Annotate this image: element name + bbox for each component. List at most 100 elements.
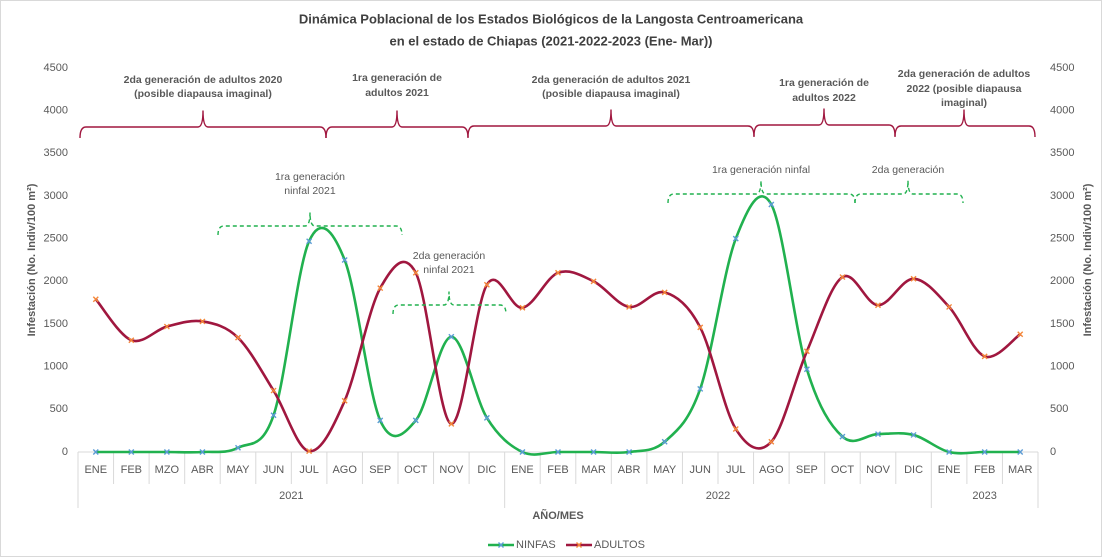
- marker: [448, 333, 455, 340]
- y-tick-label: 4000: [44, 105, 68, 117]
- y2-tick-label: 4000: [1050, 105, 1074, 117]
- marker: [235, 334, 241, 341]
- marker: [92, 296, 99, 303]
- marker: [1017, 331, 1024, 338]
- marker: [697, 324, 704, 331]
- annotation-text: (posible diapausa imaginal): [134, 88, 272, 100]
- annotation-bracket: [79, 110, 327, 139]
- x-tick-label: DIC: [904, 464, 923, 476]
- marker: [555, 449, 561, 455]
- marker: [803, 366, 810, 373]
- marker: [163, 323, 170, 330]
- legend-label: NINFAS: [516, 539, 556, 551]
- marker: [910, 431, 917, 438]
- marker: [377, 285, 384, 292]
- annotation-bracket: [467, 109, 755, 138]
- x-tick-label: FEB: [547, 464, 568, 476]
- x-tick-label: SEP: [796, 464, 818, 476]
- marker: [590, 449, 597, 455]
- marker: [555, 269, 561, 276]
- x-tick-label: MAR: [581, 464, 606, 476]
- annotation-bracket: [325, 110, 469, 139]
- y2-tick-label: 4500: [1050, 62, 1074, 74]
- annotation-text: 1ra generación de: [779, 77, 869, 89]
- annotation-text: 2da generación de adultos 2021: [532, 74, 691, 86]
- annotation-bracket: [854, 180, 964, 204]
- y-axis-title: Infestación (No. Indiv/100 m²): [26, 183, 38, 336]
- x-tick-label: NOV: [866, 464, 891, 476]
- marker: [306, 448, 313, 455]
- annotation-text: (posible diapausa imaginal): [542, 88, 680, 100]
- marker: [981, 353, 988, 360]
- chart-title: en el estado de Chiapas (2021-2022-2023 …: [390, 33, 713, 48]
- marker: [128, 449, 135, 455]
- marker: [92, 449, 99, 455]
- x-tick-label: ENE: [511, 464, 534, 476]
- marker: [839, 433, 846, 440]
- marker: [199, 449, 206, 455]
- y-tick-label: 4500: [44, 62, 68, 74]
- x-tick-label: MAR: [1008, 464, 1033, 476]
- x-tick-label: ENE: [938, 464, 961, 476]
- y-tick-label: 3000: [44, 190, 68, 202]
- marker: [946, 449, 953, 455]
- annotation-text: 1ra generación ninfal: [712, 164, 810, 176]
- marker: [306, 238, 313, 245]
- y2-tick-label: 1000: [1050, 361, 1074, 373]
- marker: [412, 269, 419, 276]
- marker: [483, 414, 490, 421]
- marker: [1017, 449, 1024, 455]
- marker: [768, 438, 775, 445]
- annotation-bracket: [894, 109, 1036, 138]
- marker: [483, 281, 490, 288]
- marker: [768, 201, 775, 208]
- marker: [661, 289, 668, 296]
- marker: [839, 274, 846, 281]
- marker: [519, 449, 526, 455]
- y-tick-label: 2500: [44, 233, 68, 245]
- x-tick-label: FEB: [121, 464, 142, 476]
- annotation-text: 2da generación de adultos: [898, 68, 1031, 80]
- x-tick-label: JUL: [726, 464, 746, 476]
- annotation-text: 2da generación: [872, 164, 945, 176]
- annotation-text: 1ra generación de: [352, 72, 442, 84]
- y2-tick-label: 1500: [1050, 318, 1074, 330]
- chart-title: Dinámica Poblacional de los Estados Biol…: [299, 11, 804, 26]
- y2-tick-label: 2500: [1050, 233, 1074, 245]
- marker: [626, 449, 633, 455]
- marker: [270, 412, 277, 419]
- marker: [875, 431, 881, 438]
- marker: [803, 348, 810, 355]
- marker: [875, 302, 881, 309]
- annotation-bracket: [753, 108, 896, 137]
- y-tick-label: 3500: [44, 147, 68, 159]
- x-tick-label: AGO: [759, 464, 784, 476]
- y2-axis-title: Infestación (No. Indiv/100 m²): [1082, 183, 1094, 336]
- marker: [661, 438, 668, 445]
- annotation-text: imaginal): [941, 97, 987, 109]
- annotation-bracket: [392, 291, 507, 315]
- y-tick-label: 2000: [44, 275, 68, 287]
- y2-tick-label: 0: [1050, 446, 1056, 458]
- x-tick-label: MAY: [653, 464, 677, 476]
- x-tick-label: FEB: [974, 464, 995, 476]
- annotation-text: ninfal 2021: [423, 264, 475, 276]
- y-tick-label: 500: [50, 403, 68, 415]
- x-tick-label: MZO: [155, 464, 180, 476]
- annotation-text: adultos 2022: [792, 92, 856, 104]
- marker: [590, 278, 597, 285]
- annotation-text: 2da generación de adultos 2020: [124, 74, 283, 86]
- x-tick-label: MAY: [226, 464, 250, 476]
- year-label: 2023: [972, 490, 996, 502]
- x-axis-title: AÑO/MES: [532, 509, 583, 522]
- marker: [946, 303, 953, 310]
- x-tick-label: ABR: [191, 464, 214, 476]
- annotation-bracket: [667, 180, 856, 204]
- y2-tick-label: 500: [1050, 403, 1068, 415]
- marker: [412, 417, 419, 424]
- marker: [732, 425, 739, 432]
- marker: [732, 235, 739, 242]
- annotation-bracket: [217, 212, 403, 236]
- marker: [199, 318, 206, 325]
